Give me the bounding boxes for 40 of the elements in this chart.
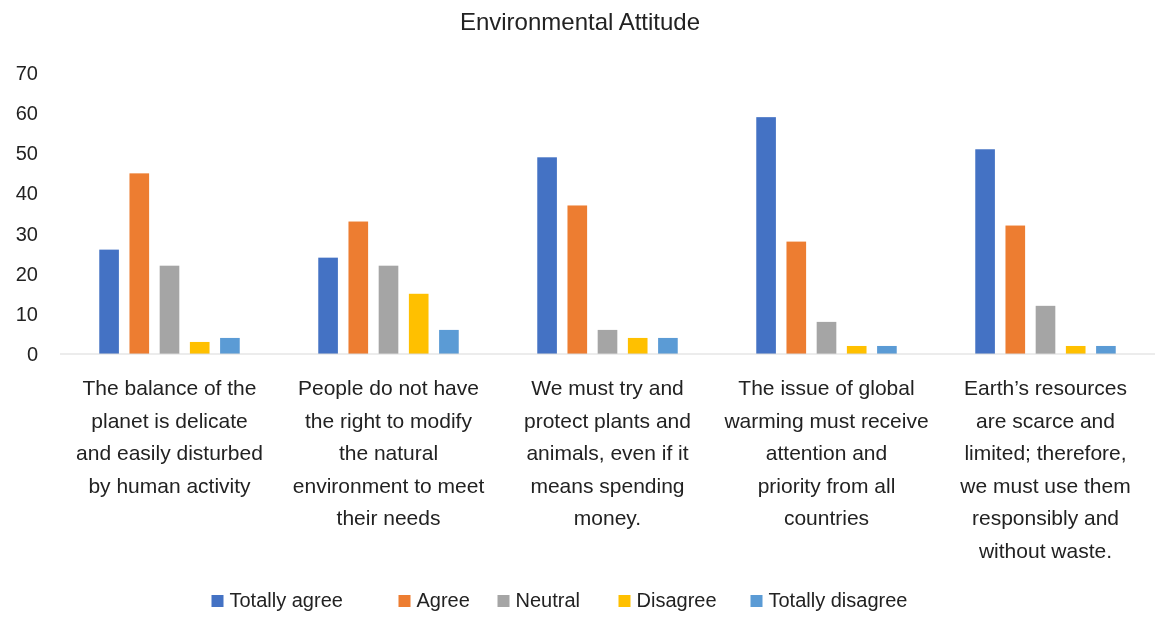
bar	[756, 117, 776, 354]
x-tick-label: Earth’s resources are scarce and limited; therefore, we must use them responsibly and without waste.	[959, 376, 1131, 562]
bar	[439, 329, 459, 354]
bar	[318, 257, 338, 354]
x-tick-label: We must try and protect plants and animals, even if it means spending money.	[524, 376, 691, 529]
x-tick-label: The balance of the planet is delicate and easily disturbed by human activity	[76, 376, 263, 497]
bar	[189, 341, 210, 354]
y-tick-label: 0	[26, 343, 38, 365]
bar	[220, 337, 240, 354]
bar	[408, 293, 429, 354]
y-tick-label: 10	[15, 302, 38, 325]
x-tick-label: The issue of global warming must receive attention and priority from all countries	[723, 376, 929, 529]
y-tick-label: 40	[15, 182, 38, 205]
bar	[129, 173, 150, 354]
bar	[567, 205, 588, 354]
y-tick-label: 50	[15, 142, 38, 165]
y-tick-label: 30	[15, 222, 38, 245]
bar	[537, 157, 557, 354]
bar	[975, 149, 995, 354]
bar	[658, 337, 678, 354]
x-tick-label: People do not have the right to modify the natural environment to meet their needs	[292, 376, 485, 529]
bar	[627, 337, 648, 354]
legend-label: Totally agree	[229, 589, 343, 611]
bar	[348, 221, 369, 354]
bar	[597, 329, 618, 354]
legend-label: Agree	[416, 589, 470, 611]
bar	[786, 241, 807, 354]
y-tick-label: 60	[15, 102, 38, 125]
legend-label: Totally disagree	[768, 589, 908, 611]
y-tick-label: 20	[15, 262, 38, 285]
bar	[1035, 305, 1056, 354]
bar	[99, 249, 119, 354]
legend-label: Disagree	[636, 589, 717, 611]
y-tick-label: 70	[15, 62, 38, 84]
bar	[378, 265, 399, 354]
bar	[159, 265, 180, 354]
legend-label: Neutral	[515, 589, 580, 611]
bar	[1005, 225, 1026, 354]
bar	[816, 321, 837, 354]
chart-title: Environmental Attitude	[459, 8, 701, 35]
